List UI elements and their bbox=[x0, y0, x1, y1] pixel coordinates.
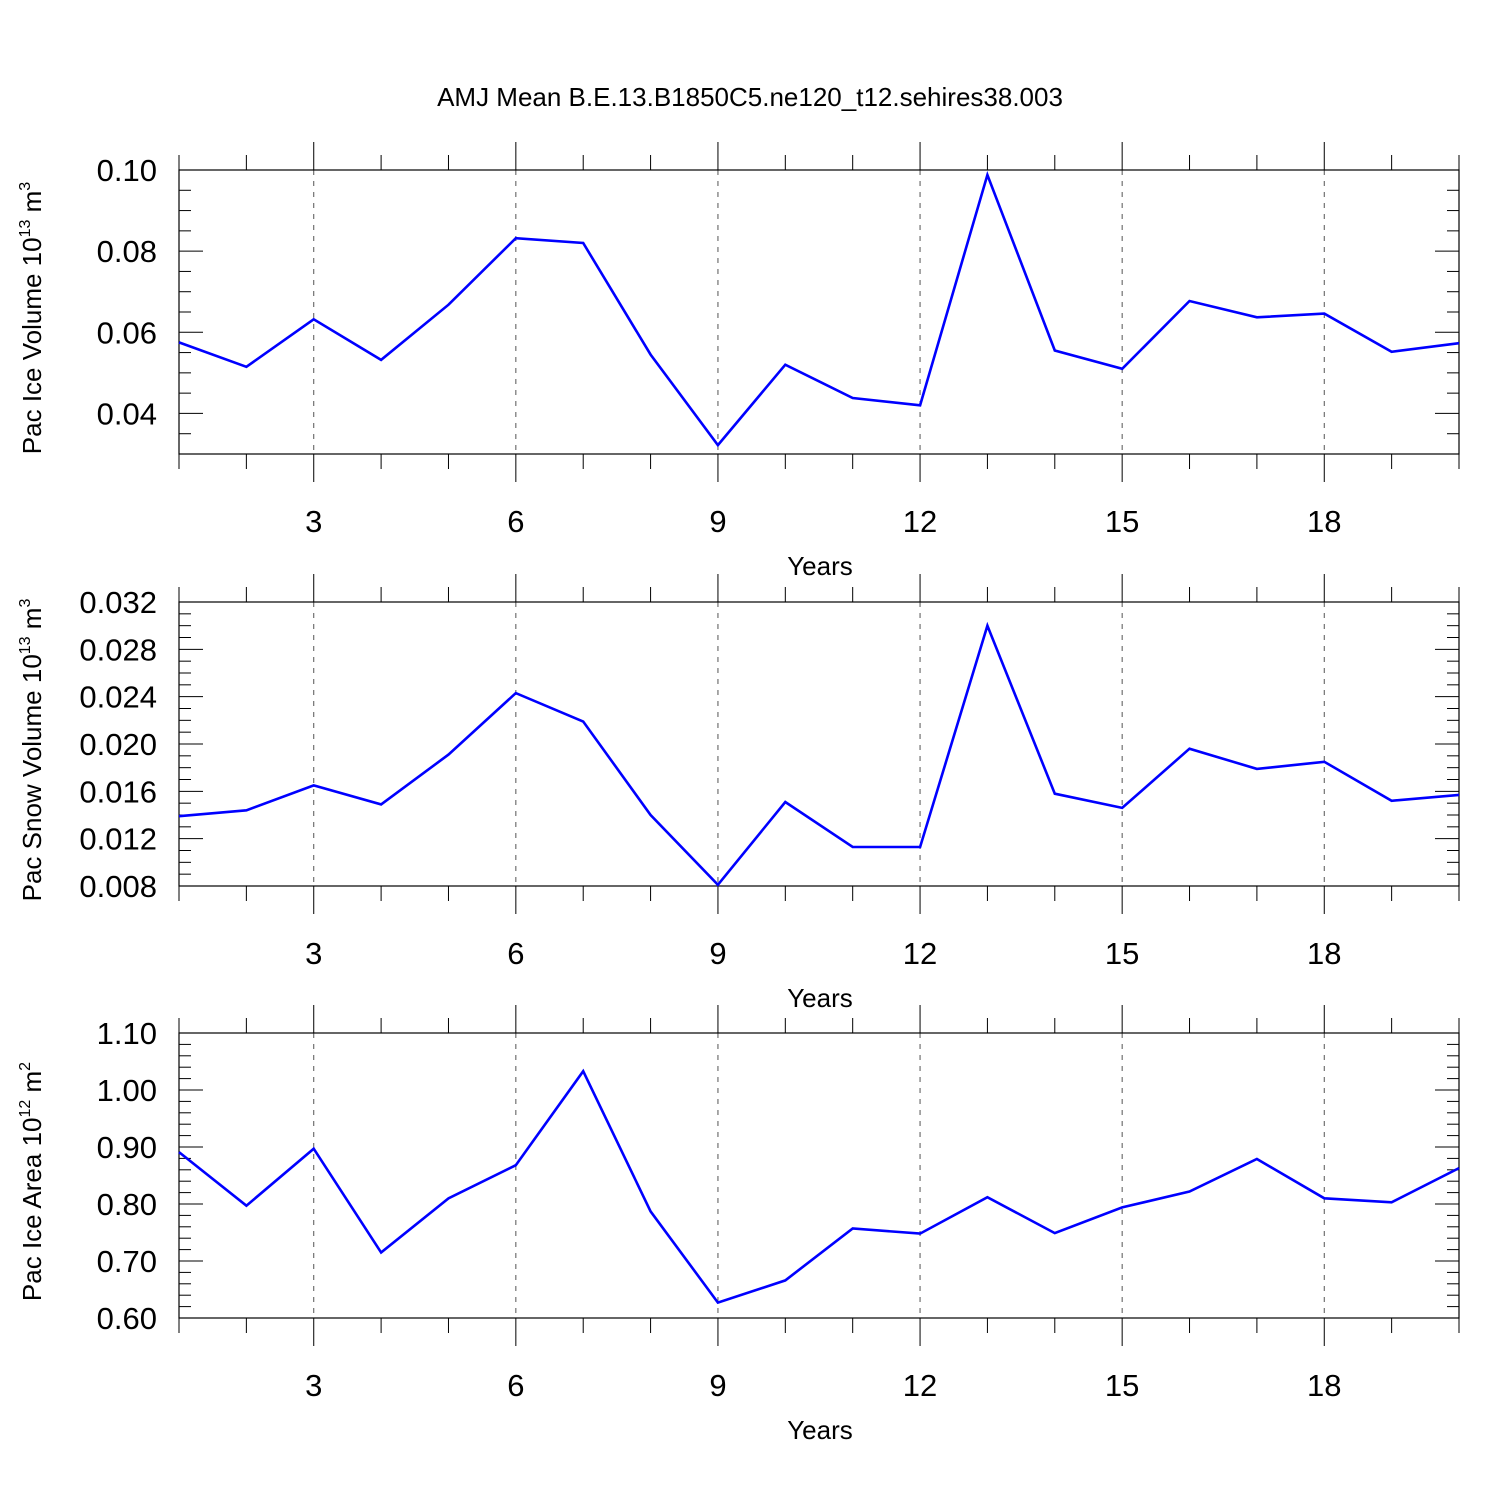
y-tick-label: 0.020 bbox=[79, 727, 157, 762]
y-axis-title-part: Pac Ice Volume 10 bbox=[17, 237, 47, 454]
x-tick-label: 15 bbox=[1105, 936, 1139, 971]
y-tick-label: 0.90 bbox=[97, 1130, 157, 1165]
plot-frame bbox=[179, 602, 1459, 886]
y-tick-label: 0.70 bbox=[97, 1244, 157, 1279]
x-tick-label: 3 bbox=[305, 504, 322, 539]
x-axis-title: Years bbox=[787, 1415, 853, 1445]
y-tick-label: 0.80 bbox=[97, 1187, 157, 1222]
x-tick-label: 6 bbox=[507, 936, 524, 971]
y-tick-label: 0.10 bbox=[97, 153, 157, 188]
y-tick-label: 0.04 bbox=[97, 396, 157, 431]
x-tick-label: 6 bbox=[507, 504, 524, 539]
y-axis-title: Pac Ice Area 1012 m2 bbox=[17, 1062, 47, 1301]
y-axis-title: Pac Ice Volume 1013 m3 bbox=[17, 182, 47, 455]
x-tick-label: 12 bbox=[903, 936, 937, 971]
y-axis-title-part: m bbox=[17, 608, 47, 637]
y-tick-label: 0.032 bbox=[79, 585, 157, 620]
x-tick-label: 9 bbox=[709, 936, 726, 971]
y-tick-label: 0.60 bbox=[97, 1301, 157, 1336]
figure-title: AMJ Mean B.E.13.B1850C5.ne120_t12.sehire… bbox=[437, 82, 1063, 112]
x-tick-label: 6 bbox=[507, 1368, 524, 1403]
y-axis-title-part: Pac Snow Volume 10 bbox=[17, 654, 47, 901]
series-line bbox=[179, 626, 1459, 885]
y-tick-label: 0.028 bbox=[79, 632, 157, 667]
y-axis-title: Pac Snow Volume 1013 m3 bbox=[17, 599, 47, 902]
chart-panel-3: 0.60 0.70 0.80 0.90 1.00 1.10 3 6 9 12 15 18 Years Pa… bbox=[17, 1005, 1459, 1445]
x-tick-label: 12 bbox=[903, 504, 937, 539]
x-tick-label: 9 bbox=[709, 1368, 726, 1403]
x-axis-title: Years bbox=[787, 551, 853, 581]
y-tick-label: 0.008 bbox=[79, 869, 157, 904]
x-tick-label: 9 bbox=[709, 504, 726, 539]
x-axis-title: Years bbox=[787, 983, 853, 1013]
y-axis-title-part: 2 bbox=[17, 1062, 34, 1071]
plot-frame bbox=[179, 170, 1459, 454]
y-tick-label: 0.024 bbox=[79, 680, 157, 715]
y-tick-label: 0.08 bbox=[97, 234, 157, 269]
plot-frame bbox=[179, 1033, 1459, 1318]
y-tick-label: 1.10 bbox=[97, 1016, 157, 1051]
x-tick-label: 18 bbox=[1307, 936, 1341, 971]
y-tick-label: 0.06 bbox=[97, 315, 157, 350]
x-tick-label: 18 bbox=[1307, 1368, 1341, 1403]
y-axis-title-part: Pac Ice Area 10 bbox=[17, 1118, 47, 1302]
x-tick-label: 3 bbox=[305, 936, 322, 971]
y-tick-label: 1.00 bbox=[97, 1073, 157, 1108]
x-tick-label: 15 bbox=[1105, 1368, 1139, 1403]
y-axis-title-part: 3 bbox=[17, 182, 34, 191]
y-axis-title-part: 13 bbox=[17, 636, 34, 654]
y-axis-title-part: 3 bbox=[17, 599, 34, 608]
x-tick-label: 12 bbox=[903, 1368, 937, 1403]
series-line bbox=[179, 175, 1459, 445]
y-tick-label: 0.012 bbox=[79, 822, 157, 857]
chart-panel-1: 0.04 0.06 0.08 0.10 3 6 9 12 15 18 Years Pac Ice Vo… bbox=[17, 142, 1459, 581]
x-tick-label: 18 bbox=[1307, 504, 1341, 539]
chart-panel-2: 0.008 0.012 0.016 0.020 0.024 0.028 0.032 3 6 9 12… bbox=[17, 574, 1459, 1013]
x-tick-label: 3 bbox=[305, 1368, 322, 1403]
y-axis-title-part: 13 bbox=[17, 219, 34, 237]
y-axis-title-part: 12 bbox=[17, 1100, 34, 1118]
y-axis-title-part: m bbox=[17, 1071, 47, 1100]
y-tick-label: 0.016 bbox=[79, 774, 157, 809]
x-tick-label: 15 bbox=[1105, 504, 1139, 539]
series-line bbox=[179, 1071, 1459, 1302]
y-axis-title-part: m bbox=[17, 191, 47, 220]
